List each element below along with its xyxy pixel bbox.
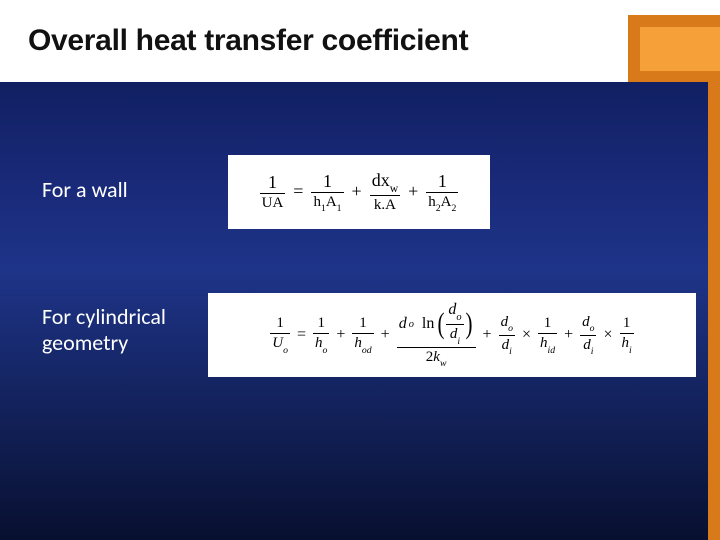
- eq2-plus2: +: [379, 326, 392, 344]
- slide-title: Overall heat transfer coefficient: [28, 24, 468, 58]
- eq2-plus1: +: [334, 326, 347, 344]
- eq2-term5a: do di: [580, 315, 596, 356]
- eq2-equals: =: [295, 326, 308, 344]
- eq2-lhs: 1 Uo: [270, 316, 290, 354]
- equation-wall-row: 1 UA = 1 h1A1 + dxw k.A +: [260, 171, 459, 213]
- eq1-term2: dxw k.A: [370, 171, 400, 213]
- eq1-plus1: +: [350, 181, 364, 202]
- eq2-plus3: +: [481, 326, 494, 344]
- label-cyl-line2: geometry: [42, 329, 128, 356]
- slide: Overall heat transfer coefficient 19 For…: [0, 0, 720, 540]
- eq1-equals: =: [291, 181, 305, 202]
- eq1-term3: 1 h2A2: [426, 172, 458, 213]
- eq2-term3: do ln ( do di ) 2kw: [397, 302, 476, 367]
- eq2-term5b: 1 hi: [620, 316, 634, 354]
- eq2-term2: 1 hod: [352, 316, 373, 354]
- label-cyl-line1: For cylindrical: [42, 303, 166, 330]
- page-number: 19: [600, 24, 612, 36]
- equation-wall: 1 UA = 1 h1A1 + dxw k.A +: [228, 155, 490, 229]
- eq1-term1: 1 h1A1: [311, 172, 343, 213]
- equation-cyl-row: 1 Uo = 1 ho + 1 hod + do ln: [270, 302, 633, 367]
- eq2-plus4: +: [562, 326, 575, 344]
- label-cylindrical: For cylindrical geometry: [42, 304, 166, 357]
- eq2-term4b: 1 hid: [538, 316, 557, 354]
- eq2-term4a: do di: [499, 315, 515, 356]
- equation-cylindrical: 1 Uo = 1 ho + 1 hod + do ln: [208, 293, 696, 377]
- eq1-lhs: 1 UA: [260, 173, 286, 211]
- accent-box-inner: [640, 27, 720, 71]
- eq2-times1: ×: [520, 326, 533, 344]
- eq2-term1: 1 ho: [313, 316, 329, 354]
- eq2-times2: ×: [601, 326, 614, 344]
- accent-side-strip: [708, 82, 720, 540]
- eq1-plus2: +: [406, 181, 420, 202]
- label-wall: For a wall: [42, 176, 128, 203]
- title-band: Overall heat transfer coefficient: [0, 0, 720, 82]
